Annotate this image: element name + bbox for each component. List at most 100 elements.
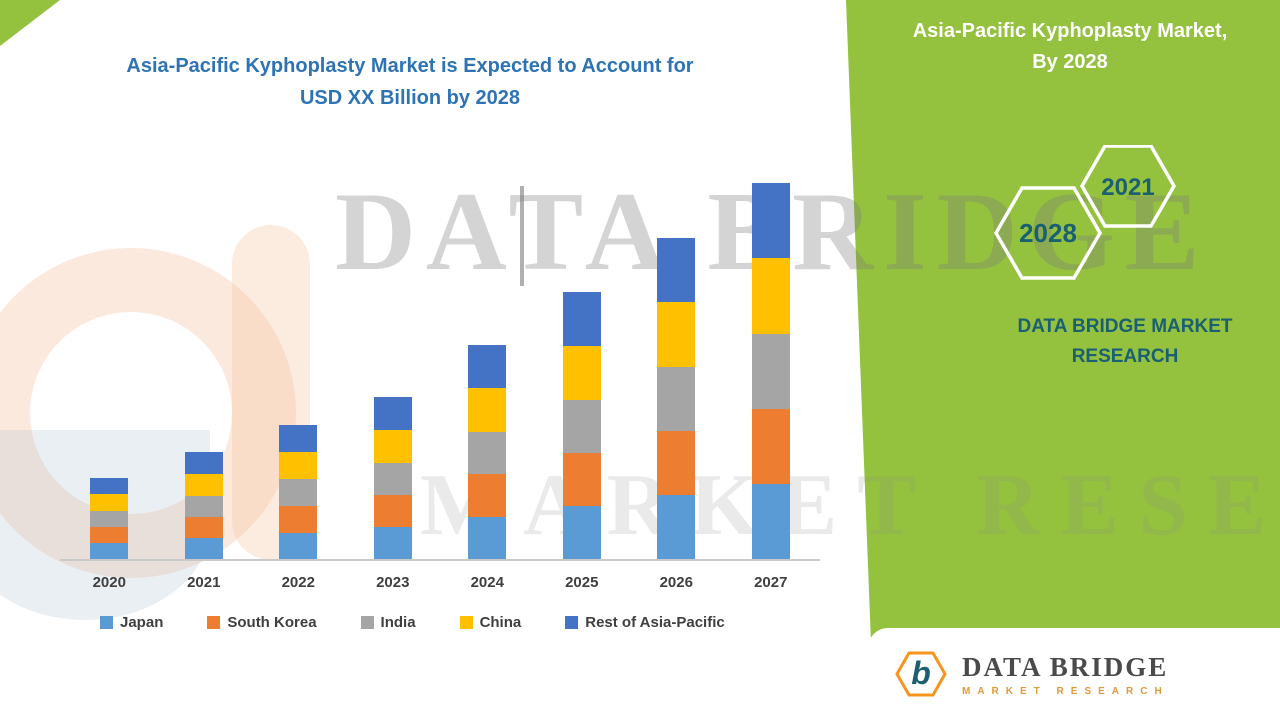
hexagon-year-badges: 2028 2021 (993, 145, 1177, 280)
sidebar-brand-line1: DATA BRIDGE MARKET (1017, 316, 1233, 337)
bar-segment-japan (373, 527, 412, 560)
hexagon-2021-label: 2021 (1101, 174, 1154, 201)
bar-segment-south-korea (184, 517, 223, 538)
legend-item-india: India (360, 614, 416, 631)
bar-column: 2022 (251, 425, 346, 595)
legend-swatch (360, 616, 374, 629)
x-axis-label: 2027 (754, 574, 788, 591)
legend-item-south-korea: South Korea (207, 614, 317, 631)
sidebar-heading-line1: Asia-Pacific Kyphoplasty Market, (912, 20, 1228, 42)
logo-card: b DATA BRIDGE MARKET RESEARCH (868, 628, 1280, 720)
bar-segment-china (184, 474, 223, 496)
bar-segment-rest-of-asia-pacific (279, 425, 318, 452)
bar-segment-china (657, 302, 696, 367)
bar-segment-rest-of-asia-pacific (562, 292, 601, 346)
bar-segment-india (184, 496, 223, 517)
bar-segment-india (562, 400, 601, 453)
legend-label: South Korea (227, 614, 317, 631)
legend-swatch (100, 616, 113, 629)
x-axis-label: 2022 (281, 574, 315, 591)
hexagon-2028-label: 2028 (1019, 218, 1077, 248)
bar-segment-japan (468, 517, 507, 560)
bar-stack (751, 183, 790, 560)
bar-segment-china (90, 494, 129, 511)
legend-swatch (565, 616, 579, 629)
bar-segment-rest-of-asia-pacific (468, 345, 507, 388)
sidebar-heading: Asia-Pacific Kyphoplasty Market, By 2028 (890, 16, 1250, 78)
bar-column: 2026 (629, 238, 724, 595)
legend-label: Japan (120, 614, 164, 631)
bar-segment-rest-of-asia-pacific (657, 238, 696, 302)
bar-stack (184, 452, 223, 560)
green-corner-accent (0, 0, 60, 46)
legend-label: India (380, 614, 416, 631)
bar-column: 2024 (440, 345, 535, 595)
bar-segment-south-korea (657, 431, 696, 495)
bar-column: 2027 (724, 183, 819, 595)
bar-segment-rest-of-asia-pacific (373, 397, 412, 430)
sidebar-brand-line2: RESEARCH (1071, 346, 1179, 367)
bar-segment-china (751, 258, 790, 334)
databridge-logo-icon: b (895, 651, 947, 697)
chart-title: Asia-Pacific Kyphoplasty Market is Expec… (70, 50, 750, 114)
logo-monogram: b (911, 655, 931, 691)
bar-stack (279, 425, 318, 560)
bar-segment-japan (184, 538, 223, 560)
bar-segment-china (562, 346, 601, 400)
bar-stack (468, 345, 507, 560)
legend-item-china: China (459, 614, 522, 631)
bar-segment-japan (657, 495, 696, 560)
chart-title-line1: Asia-Pacific Kyphoplasty Market is Expec… (126, 55, 694, 77)
sidebar-brand-text: DATA BRIDGE MARKET RESEARCH (950, 312, 1280, 372)
chart-title-line2: USD XX Billion by 2028 (299, 87, 521, 109)
bar-chart: 2020 2021 2022 2023 2024 2025 2026 2027 (62, 130, 818, 595)
sidebar-heading-line2: By 2028 (1032, 51, 1108, 73)
x-axis-label: 2025 (565, 574, 599, 591)
bar-segment-japan (562, 506, 601, 560)
bar-segment-rest-of-asia-pacific (90, 478, 129, 494)
bar-segment-japan (751, 484, 790, 560)
bar-column: 2021 (157, 452, 252, 595)
bar-segment-japan (90, 543, 129, 560)
bar-stack (657, 238, 696, 560)
bar-segment-india (90, 511, 129, 527)
legend-label: Rest of Asia-Pacific (585, 614, 725, 631)
bar-stack (90, 478, 129, 560)
legend-swatch (459, 616, 473, 629)
legend-item-japan: Japan (100, 614, 163, 631)
bar-column: 2020 (62, 478, 157, 595)
hexagon-2021 (1079, 145, 1177, 228)
bar-column: 2023 (346, 397, 441, 595)
bar-segment-south-korea (562, 453, 601, 506)
bar-segment-china (468, 388, 507, 432)
logo-brand-text: DATA BRIDGE (962, 651, 1169, 682)
chart-legend: Japan South Korea India China Rest of Asia-P… (100, 614, 725, 631)
bar-stack (373, 397, 412, 560)
bar-segment-india (751, 334, 790, 409)
legend-label: China (479, 614, 522, 631)
x-axis-line (60, 559, 820, 561)
bar-segment-china (373, 430, 412, 463)
x-axis-label: 2021 (187, 574, 221, 591)
logo-text-block: DATA BRIDGE MARKET RESEARCH (962, 652, 1169, 697)
bar-segment-rest-of-asia-pacific (751, 183, 790, 258)
bar-segment-india (657, 367, 696, 431)
logo-subtitle-text: MARKET RESEARCH (962, 685, 1169, 697)
bar-segment-south-korea (90, 527, 129, 543)
bar-segment-rest-of-asia-pacific (184, 452, 223, 474)
legend-item-rest-of-asia-pacific: Rest of Asia-Pacific (565, 614, 725, 631)
hexagon-2028 (993, 186, 1103, 280)
x-axis-label: 2026 (659, 574, 693, 591)
bar-segment-south-korea (751, 409, 790, 484)
bar-segment-india (279, 479, 318, 506)
bar-stack (562, 292, 601, 560)
x-axis-label: 2023 (376, 574, 410, 591)
x-axis-label: 2020 (92, 574, 126, 591)
bar-segment-south-korea (373, 495, 412, 527)
bar-segment-india (373, 463, 412, 495)
bar-segment-india (468, 432, 507, 474)
bar-segment-south-korea (279, 506, 318, 533)
bar-segment-china (279, 452, 318, 479)
